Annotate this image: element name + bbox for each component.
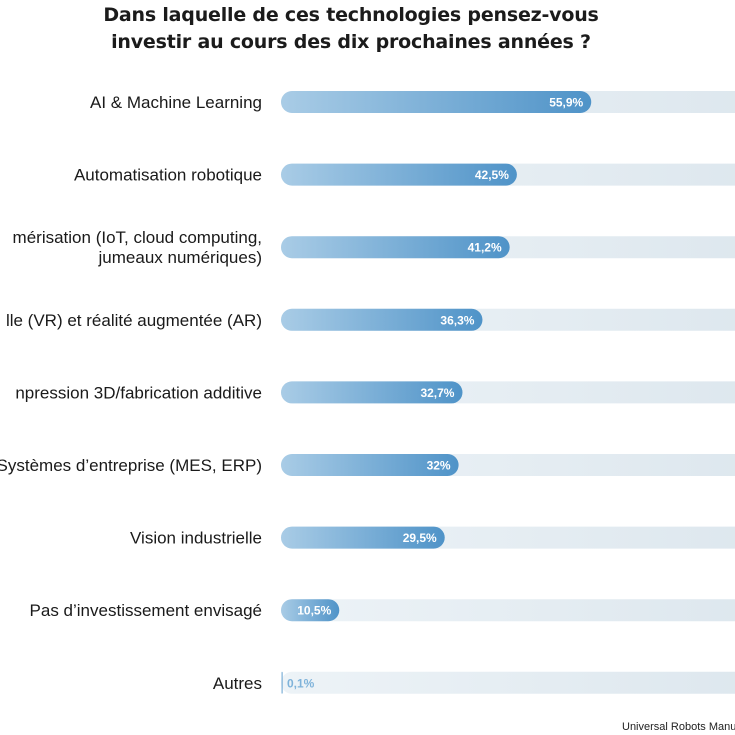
value-label-3: 41,2% — [468, 241, 502, 255]
category-label-5: npression 3D/fabrication additive — [15, 383, 262, 402]
value-label-1: 55,9% — [549, 96, 583, 110]
category-label-6: Systèmes d’entreprise (MES, ERP) — [0, 456, 262, 475]
category-label-3-line-2: jumeaux numériques) — [98, 248, 262, 267]
value-label-8: 10,5% — [297, 604, 331, 618]
category-label-2: Automatisation robotique — [74, 166, 262, 185]
value-bar-7 — [281, 526, 445, 549]
source-credit: Universal Robots Manu — [622, 721, 735, 733]
value-label-5: 32,7% — [420, 386, 454, 400]
category-label-1: AI & Machine Learning — [90, 93, 262, 112]
category-label-7: Vision industrielle — [130, 529, 262, 548]
category-label-9: Autres — [213, 674, 262, 693]
chart-title-line-2: investir au cours des dix prochaines ann… — [111, 31, 591, 53]
value-label-7: 29,5% — [403, 531, 437, 545]
value-label-9: 0,1% — [287, 676, 315, 690]
chart-title: Dans laquelle de ces technologies pensez… — [0, 2, 702, 56]
chart-title-line-1: Dans laquelle de ces technologies pensez… — [103, 4, 599, 26]
bar-track-8 — [281, 599, 735, 622]
value-bar-6 — [281, 454, 459, 476]
bar-track-9 — [281, 671, 735, 694]
category-label-8: Pas d’investissement envisagé — [30, 601, 262, 620]
value-bar-3 — [281, 236, 510, 259]
value-bar-5 — [281, 381, 463, 404]
value-bar-1 — [281, 91, 592, 113]
value-label-6: 32% — [427, 459, 451, 473]
category-label-3-line-1: mérisation (IoT, cloud computing, — [13, 228, 262, 247]
value-label-4: 36,3% — [440, 313, 474, 327]
value-bar-8 — [281, 599, 340, 622]
value-bar-4 — [281, 308, 483, 331]
value-bar-2 — [281, 163, 517, 186]
category-label-4: lle (VR) et réalité augmentée (AR) — [6, 311, 262, 330]
value-bar-9 — [281, 671, 283, 694]
value-label-2: 42,5% — [475, 168, 509, 182]
